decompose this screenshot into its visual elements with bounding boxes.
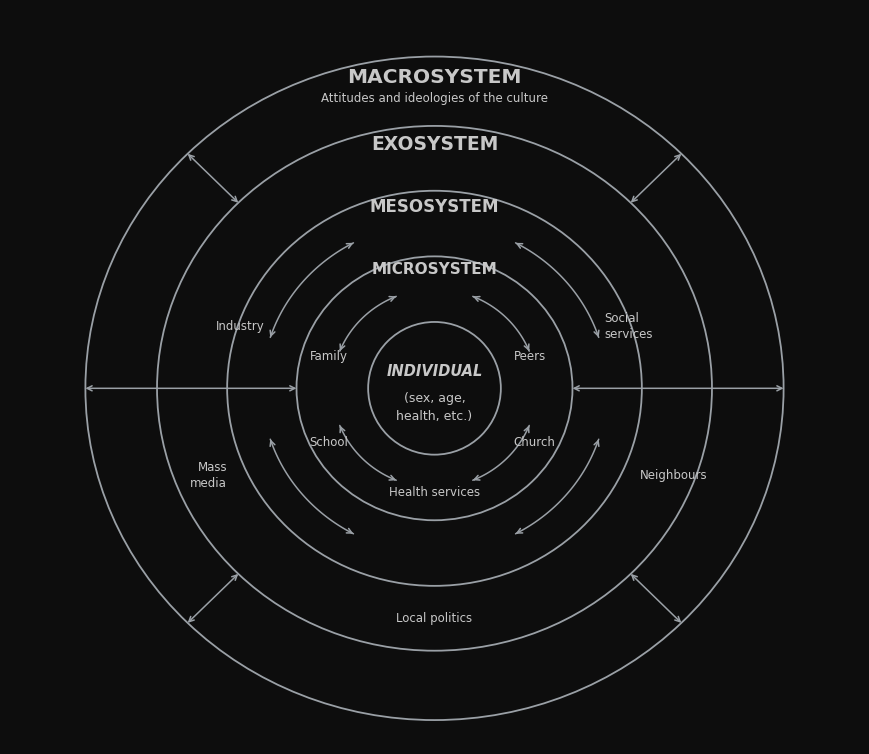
Text: EXOSYSTEM: EXOSYSTEM <box>371 135 498 155</box>
Text: Local politics: Local politics <box>396 611 473 625</box>
Text: Peers: Peers <box>514 350 546 363</box>
Text: MESOSYSTEM: MESOSYSTEM <box>369 198 500 216</box>
Text: School: School <box>308 436 348 449</box>
Text: Church: Church <box>514 436 555 449</box>
Text: Industry: Industry <box>216 320 265 333</box>
Text: (sex, age,
health, etc.): (sex, age, health, etc.) <box>396 391 473 423</box>
Text: Family: Family <box>309 350 348 363</box>
Text: INDIVIDUAL: INDIVIDUAL <box>387 364 482 379</box>
Text: Neighbours: Neighbours <box>640 468 707 482</box>
Text: MICROSYSTEM: MICROSYSTEM <box>372 262 497 277</box>
Text: MACROSYSTEM: MACROSYSTEM <box>348 68 521 87</box>
Text: Attitudes and ideologies of the culture: Attitudes and ideologies of the culture <box>321 91 548 105</box>
Text: Health services: Health services <box>389 486 480 499</box>
Text: Social
services: Social services <box>604 312 653 341</box>
Text: Mass
media: Mass media <box>190 461 227 489</box>
